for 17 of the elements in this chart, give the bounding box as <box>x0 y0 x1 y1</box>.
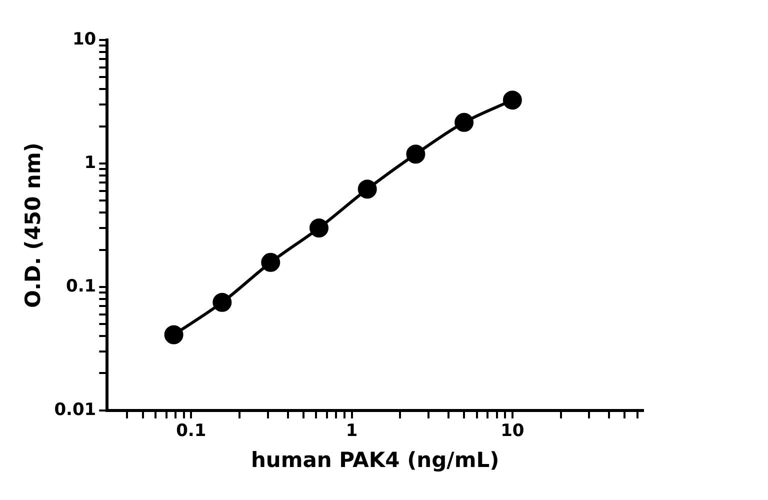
point <box>454 112 474 132</box>
point <box>309 218 328 238</box>
point <box>261 252 280 272</box>
point <box>502 90 522 110</box>
x-tick-label: 10 <box>500 421 524 442</box>
x-tick-label: 0.1 <box>176 421 206 442</box>
point <box>406 144 426 164</box>
x-axis-title: human PAK4 (ng/mL) <box>250 448 500 472</box>
y-tick-label: 10 <box>72 29 96 50</box>
point <box>212 292 232 312</box>
x-tick-label: 1 <box>346 421 358 442</box>
y-tick-label: 1 <box>84 152 96 173</box>
point <box>164 325 184 344</box>
y-tick-label: 0.01 <box>54 400 96 420</box>
point <box>358 180 377 199</box>
y-tick-label: 0.1 <box>66 276 96 296</box>
y-axis-title: O.D. (450 nm) <box>21 142 46 308</box>
